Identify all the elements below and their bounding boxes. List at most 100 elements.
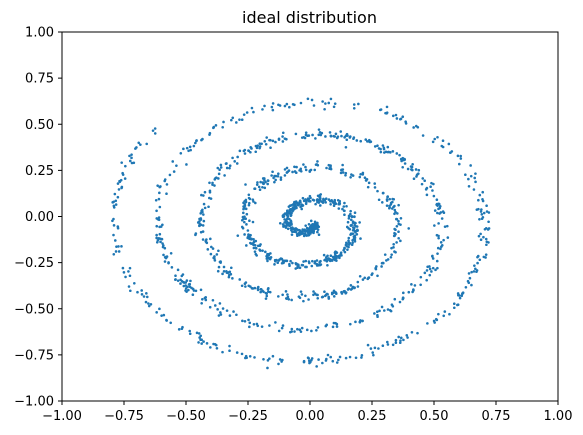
data-point — [315, 259, 319, 262]
data-point — [243, 282, 247, 285]
data-point — [278, 221, 282, 225]
data-point — [402, 291, 405, 295]
data-point — [209, 237, 212, 241]
data-point — [437, 234, 440, 238]
data-point — [222, 270, 226, 273]
data-point — [281, 135, 284, 138]
data-point — [230, 266, 233, 270]
data-point — [313, 227, 317, 230]
data-point — [306, 230, 310, 234]
data-point — [343, 201, 346, 205]
data-point — [484, 253, 488, 256]
data-point — [383, 151, 386, 154]
data-point — [259, 287, 263, 291]
data-point — [467, 184, 471, 188]
data-point — [207, 205, 210, 209]
data-point — [253, 187, 257, 191]
data-point — [341, 171, 345, 174]
data-point — [352, 228, 356, 232]
data-point — [158, 185, 161, 189]
data-point — [332, 105, 336, 109]
data-point — [283, 221, 286, 224]
data-point — [235, 351, 239, 354]
data-point — [155, 233, 158, 237]
data-point — [145, 295, 149, 299]
data-point — [304, 259, 308, 263]
data-point — [202, 202, 206, 206]
data-point — [213, 304, 217, 307]
data-point — [160, 314, 163, 317]
data-point — [393, 250, 396, 253]
data-point — [431, 266, 435, 270]
data-point — [373, 145, 377, 148]
data-point — [266, 182, 269, 186]
data-point — [147, 304, 151, 308]
data-point — [478, 193, 482, 197]
data-point — [382, 309, 386, 312]
data-point — [299, 290, 303, 293]
data-point — [198, 224, 201, 227]
data-point — [329, 203, 332, 206]
data-point — [343, 213, 346, 217]
data-point — [159, 240, 162, 244]
data-point — [268, 324, 271, 327]
data-point — [245, 223, 248, 226]
data-point — [228, 344, 231, 348]
data-point — [394, 338, 398, 342]
data-point — [306, 228, 309, 231]
data-point — [371, 272, 374, 275]
data-point — [248, 354, 252, 358]
data-point — [399, 157, 403, 161]
data-point — [175, 164, 178, 167]
data-point — [420, 182, 424, 186]
data-point — [395, 224, 399, 228]
data-point — [218, 168, 221, 171]
data-point — [219, 311, 222, 314]
data-point — [335, 259, 338, 262]
data-point — [351, 226, 355, 229]
data-point — [394, 341, 398, 345]
data-point — [329, 167, 333, 171]
data-point — [347, 287, 351, 291]
data-point — [326, 353, 330, 357]
data-point — [263, 186, 267, 190]
data-point — [182, 284, 186, 288]
data-point — [327, 198, 331, 201]
data-point — [132, 161, 136, 165]
data-point — [285, 217, 289, 221]
data-point — [181, 325, 184, 329]
data-point — [351, 241, 354, 245]
data-point — [322, 199, 326, 202]
data-point — [294, 267, 298, 270]
data-point — [165, 318, 168, 322]
data-point — [310, 329, 313, 333]
data-point — [256, 244, 260, 248]
data-point — [332, 289, 336, 293]
data-point — [277, 137, 281, 141]
data-point — [271, 102, 275, 105]
data-point — [417, 168, 421, 172]
data-point — [397, 222, 401, 226]
data-point — [332, 295, 336, 298]
data-point — [208, 191, 212, 194]
data-point — [247, 203, 251, 207]
data-point — [140, 289, 143, 292]
data-point — [389, 255, 393, 259]
data-point — [366, 343, 370, 347]
data-point — [349, 176, 352, 179]
data-point — [308, 361, 311, 365]
data-point — [285, 220, 289, 224]
data-point — [487, 227, 491, 230]
data-point — [344, 174, 347, 177]
x-tick-label: 1.00 — [544, 409, 573, 424]
data-point — [263, 104, 266, 108]
data-point — [198, 336, 201, 339]
data-point — [326, 292, 329, 296]
data-point — [436, 211, 439, 215]
data-point — [140, 293, 144, 296]
data-point — [255, 322, 259, 326]
data-point — [331, 201, 335, 204]
data-point — [262, 182, 265, 186]
data-point — [353, 223, 356, 227]
y-tick-label: 0.50 — [25, 118, 54, 133]
